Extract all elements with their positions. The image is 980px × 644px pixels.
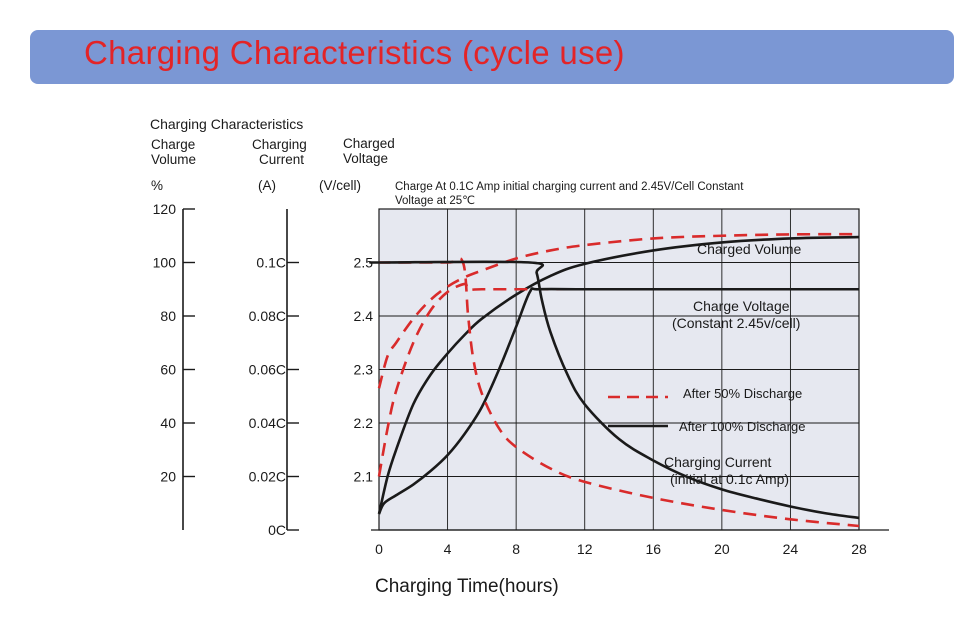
x-tick-label-7: 28	[851, 541, 867, 557]
x-tick-label-4: 16	[645, 541, 661, 557]
x-tick-label-2: 8	[512, 541, 520, 557]
legend-label-100: After 100% Discharge	[679, 419, 805, 434]
voltage-axis-label-line1: Charged	[343, 136, 395, 151]
voltage-axis-tick-label-2: 2.3	[354, 362, 374, 378]
annotation-charge-voltage-line2: (Constant 2.45v/cell)	[672, 315, 800, 331]
current-axis-tick-label-0: 0.1C	[256, 255, 286, 271]
volume-axis-tick-label-0: 120	[153, 201, 177, 217]
volume-axis-tick-label-2: 80	[160, 308, 176, 324]
voltage-axis-tick-label-0: 2.5	[354, 255, 374, 271]
title-bar: Charging Characteristics (cycle use)	[30, 30, 954, 84]
curves	[369, 232, 860, 528]
series-voltage-100pct	[377, 287, 859, 515]
x-tick-label-0: 0	[375, 541, 383, 557]
left-axes: 120 100 80 60 40 20 0.1C 0.08C 0.06C 0.04C 0.02C 0C…	[153, 201, 374, 538]
voltage-axis-tick-label-1: 2.4	[354, 308, 374, 324]
volume-axis-label-line2: Volume	[151, 152, 196, 167]
x-tick-label-1: 4	[444, 541, 452, 557]
volume-axis-tick-label-4: 40	[160, 415, 176, 431]
annotation-charged-volume: Charged Volume	[697, 241, 802, 257]
current-axis-tick-label-1: 0.08C	[249, 308, 286, 324]
current-axis-label-line2: Current	[259, 152, 304, 167]
series-current-100pct	[369, 260, 860, 520]
current-axis-unit: (A)	[258, 178, 276, 193]
x-tick-label-5: 20	[714, 541, 730, 557]
volume-axis-label-line1: Charge	[151, 137, 195, 152]
current-axis-tick-label-4: 0.02C	[249, 469, 286, 485]
x-tick-label-6: 24	[783, 541, 799, 557]
current-axis-tick-label-2: 0.06C	[249, 362, 286, 378]
volume-axis-tick-label-5: 20	[160, 469, 176, 485]
volume-axis-tick-label-1: 100	[153, 255, 177, 271]
chart-note-line1: Charge At 0.1C Amp initial charging curr…	[395, 181, 744, 193]
current-axis-tick-label-3: 0.04C	[249, 415, 286, 431]
page-title: Charging Characteristics (cycle use)	[84, 34, 625, 71]
voltage-axis-tick-label-4: 2.1	[354, 469, 374, 485]
legend-label-50: After 50% Discharge	[683, 386, 802, 401]
chart-title: Charging Characteristics	[150, 116, 303, 132]
voltage-axis-tick-label-3: 2.2	[354, 415, 374, 431]
grid	[379, 209, 859, 530]
legend: After 50% Discharge After 100% Discharge	[608, 386, 805, 434]
current-axis-tick-label-5: 0C	[268, 522, 286, 538]
x-tick-label-3: 12	[577, 541, 593, 557]
chart-note-line2: Voltage at 25℃	[395, 195, 475, 207]
volume-axis-unit: %	[151, 178, 163, 193]
current-axis-label-line1: Charging	[252, 137, 307, 152]
voltage-axis-unit: (V/cell)	[319, 178, 361, 193]
annotation-charge-voltage-line1: Charge Voltage	[693, 298, 790, 314]
series-volume-50pct	[377, 232, 860, 389]
voltage-axis-label-line2: Voltage	[343, 151, 388, 166]
annotation-charging-current-line2: (initial at 0.1c Amp)	[670, 471, 789, 487]
annotation-charging-current-line1: Charging Current	[664, 454, 771, 470]
x-axis-label: Charging Time(hours)	[375, 576, 559, 597]
x-axis: 0 4 8 12 16 20 24 28	[371, 529, 889, 557]
series-volume-100pct	[377, 235, 860, 515]
volume-axis-tick-label-3: 60	[160, 362, 176, 378]
